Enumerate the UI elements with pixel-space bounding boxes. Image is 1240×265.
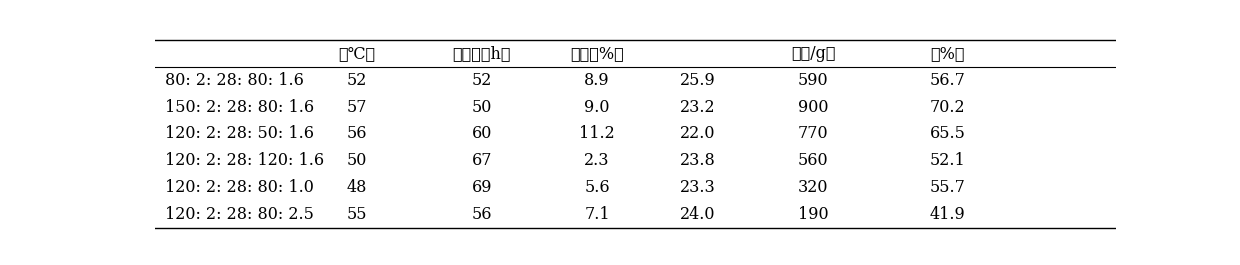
Text: 52: 52: [471, 72, 492, 89]
Text: 7.1: 7.1: [584, 206, 610, 223]
Text: 70.2: 70.2: [930, 99, 966, 116]
Text: 560: 560: [799, 152, 828, 169]
Text: 120: 2: 28: 80: 1.0: 120: 2: 28: 80: 1.0: [165, 179, 314, 196]
Text: 590: 590: [799, 72, 828, 89]
Text: 50: 50: [347, 152, 367, 169]
Text: 770: 770: [799, 125, 828, 142]
Text: 24.0: 24.0: [681, 206, 715, 223]
Text: 120: 2: 28: 80: 2.5: 120: 2: 28: 80: 2.5: [165, 206, 314, 223]
Text: 55: 55: [346, 206, 367, 223]
Text: 52: 52: [347, 72, 367, 89]
Text: 23.3: 23.3: [680, 179, 715, 196]
Text: 56: 56: [346, 125, 367, 142]
Text: 2.3: 2.3: [584, 152, 610, 169]
Text: 解率（%）: 解率（%）: [570, 45, 624, 62]
Text: （%）: （%）: [930, 45, 965, 62]
Text: 80: 2: 28: 80: 1.6: 80: 2: 28: 80: 1.6: [165, 72, 304, 89]
Text: 120: 2: 28: 120: 1.6: 120: 2: 28: 120: 1.6: [165, 152, 324, 169]
Text: 需时间（h）: 需时间（h）: [453, 45, 511, 62]
Text: 52.1: 52.1: [930, 152, 966, 169]
Text: 56: 56: [471, 206, 492, 223]
Text: 56.7: 56.7: [930, 72, 966, 89]
Text: （℃）: （℃）: [339, 45, 376, 62]
Text: 48: 48: [347, 179, 367, 196]
Text: 55.7: 55.7: [930, 179, 966, 196]
Text: 69: 69: [471, 179, 492, 196]
Text: 150: 2: 28: 80: 1.6: 150: 2: 28: 80: 1.6: [165, 99, 314, 116]
Text: 67: 67: [471, 152, 492, 169]
Text: 41.9: 41.9: [930, 206, 966, 223]
Text: 190: 190: [799, 206, 828, 223]
Text: 8.9: 8.9: [584, 72, 610, 89]
Text: 23.8: 23.8: [680, 152, 715, 169]
Text: 900: 900: [799, 99, 828, 116]
Text: 9.0: 9.0: [584, 99, 610, 116]
Text: 320: 320: [799, 179, 828, 196]
Text: 60: 60: [471, 125, 492, 142]
Text: （个/g）: （个/g）: [791, 45, 836, 62]
Text: 22.0: 22.0: [681, 125, 715, 142]
Text: 120: 2: 28: 50: 1.6: 120: 2: 28: 50: 1.6: [165, 125, 314, 142]
Text: 65.5: 65.5: [930, 125, 966, 142]
Text: 57: 57: [346, 99, 367, 116]
Text: 50: 50: [471, 99, 492, 116]
Text: 5.6: 5.6: [584, 179, 610, 196]
Text: 23.2: 23.2: [681, 99, 715, 116]
Text: 25.9: 25.9: [680, 72, 715, 89]
Text: 11.2: 11.2: [579, 125, 615, 142]
